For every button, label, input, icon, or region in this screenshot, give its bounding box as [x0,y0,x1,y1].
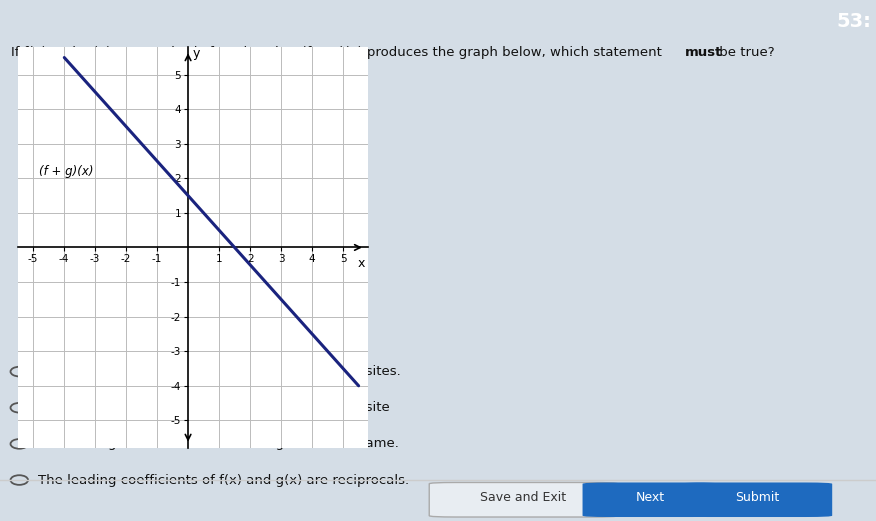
Text: The leading coefficients of f(x) and g(x) are the same.: The leading coefficients of f(x) and g(x… [38,438,399,450]
Text: Save and Exit: Save and Exit [480,491,567,504]
Text: The leading coefficients of f(x) and g(x) are opposite: The leading coefficients of f(x) and g(x… [38,401,393,414]
Text: Submit: Submit [735,491,779,504]
Text: .: . [318,401,322,414]
Text: y: y [192,47,200,60]
Text: The leading coefficients of f(x) and g(x) are opposites.: The leading coefficients of f(x) and g(x… [38,365,400,378]
Text: (f + g)(x): (f + g)(x) [39,165,94,178]
Text: must: must [685,46,723,59]
Text: The leading coefficients of f(x) and g(x) are reciprocals.: The leading coefficients of f(x) and g(x… [38,474,409,487]
FancyBboxPatch shape [583,482,718,517]
FancyBboxPatch shape [429,482,618,517]
Text: Next: Next [636,491,665,504]
FancyBboxPatch shape [682,482,832,517]
Text: be true?: be true? [715,46,774,59]
Text: 53:: 53: [837,12,872,31]
Text: x: x [358,256,365,269]
Text: If ƒ(x) and  g(x) are quadratic functions but (ƒ + g)(x) produces the graph belo: If ƒ(x) and g(x) are quadratic functions… [11,46,666,59]
Text: reciprocals: reciprocals [272,401,344,414]
